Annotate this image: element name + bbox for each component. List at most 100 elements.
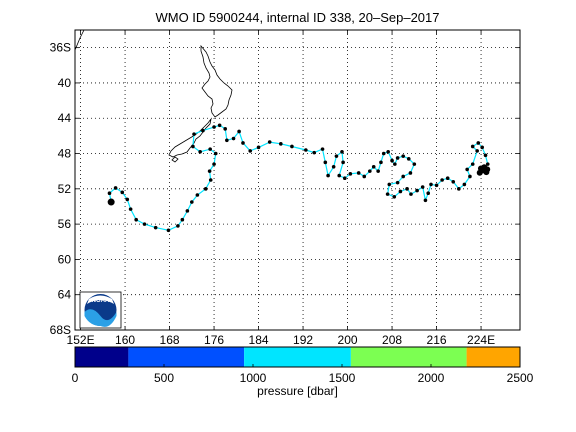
- profile-point: [191, 144, 195, 149]
- profile-point: [190, 200, 194, 204]
- profile-point: [195, 193, 200, 197]
- profile-point: [113, 186, 118, 190]
- profile-point: [192, 132, 196, 136]
- profile-point: [176, 224, 180, 228]
- profile-point: [434, 183, 439, 188]
- lat-tick-label: 48: [58, 147, 72, 161]
- profile-point: [231, 136, 236, 141]
- profile-point: [445, 176, 450, 181]
- profile-point: [180, 217, 185, 222]
- profile-point: [415, 188, 419, 193]
- noaa-logo: NOAA: [79, 291, 122, 329]
- profile-point: [429, 182, 433, 187]
- profile-point: [368, 169, 372, 173]
- profile-point: [462, 182, 467, 187]
- colorbar-bin: [75, 347, 129, 367]
- profile-point: [440, 178, 444, 182]
- pressure-colorbar: [75, 347, 520, 367]
- lat-tick-label: 56: [58, 217, 72, 231]
- profile-point: [290, 144, 294, 149]
- profile-point: [208, 147, 212, 151]
- lon-tick-label: 216: [427, 333, 447, 347]
- profile-point: [371, 164, 376, 169]
- profile-point: [256, 145, 261, 150]
- profile-point: [405, 187, 409, 191]
- profile-point: [331, 164, 336, 169]
- profile-point: [408, 171, 413, 175]
- lon-tick-label: 200: [338, 333, 358, 347]
- profile-point: [451, 179, 456, 184]
- profile-point: [356, 171, 361, 175]
- profile-point: [420, 185, 425, 189]
- new-zealand-coastline: [168, 44, 233, 163]
- profile-point: [480, 145, 484, 150]
- profile-point: [475, 149, 479, 153]
- profile-point: [412, 162, 417, 166]
- profile-point: [248, 149, 253, 153]
- profile-point: [241, 141, 245, 145]
- profile-point: [237, 129, 241, 134]
- profile-point: [393, 162, 397, 166]
- profile-point: [217, 123, 222, 128]
- profile-point: [392, 194, 397, 199]
- profile-point: [337, 173, 342, 178]
- lat-tick-label: 60: [58, 252, 72, 266]
- profile-point: [304, 148, 308, 152]
- profile-point: [267, 140, 272, 144]
- profile-point: [201, 128, 205, 133]
- map-title: WMO ID 5900244, internal ID 338, 20–Sep–…: [155, 10, 440, 25]
- profile-point: [406, 157, 411, 161]
- profile-point: [470, 162, 475, 166]
- lon-tick-label: 184: [249, 333, 269, 347]
- latitude-tick-labels: 36S 40 44 48 52 56 60 64 68S: [50, 41, 72, 337]
- longitude-tick-labels: 152E 160 168 176 184 192 200 208 216 224E: [67, 333, 496, 347]
- deployment-marker: [107, 198, 115, 206]
- profile-point: [401, 174, 405, 179]
- cluster-point: [477, 165, 484, 172]
- profile-point: [409, 192, 413, 196]
- map-axes-background: [75, 30, 520, 330]
- profile-point: [465, 167, 469, 172]
- profile-point: [381, 151, 386, 156]
- profile-point: [401, 154, 405, 158]
- profile-point: [212, 125, 216, 129]
- noaa-logo-text: NOAA: [92, 298, 110, 304]
- lon-tick-label: 152E: [67, 333, 95, 347]
- profile-point: [166, 228, 171, 233]
- profile-point: [326, 173, 330, 178]
- profile-point: [395, 180, 400, 185]
- colorbar-bin: [466, 347, 520, 367]
- profile-point: [483, 153, 488, 158]
- profile-point: [279, 142, 283, 146]
- profile-point: [203, 187, 208, 191]
- profile-point: [128, 207, 133, 211]
- australia-coast-edge: [74, 29, 85, 51]
- profile-point: [485, 162, 490, 166]
- colorbar-frame: [74, 346, 521, 368]
- profile-point: [107, 191, 112, 196]
- profile-point: [386, 149, 390, 154]
- colorbar-tick-labels: 0 500 1000 1500 2000 2500: [72, 364, 534, 385]
- colorbar-bin: [128, 347, 245, 367]
- colorbar-tick-label: 1000: [240, 371, 267, 385]
- lat-tick-label: 40: [58, 76, 72, 90]
- colorbar-tick-label: 2000: [418, 371, 445, 385]
- profile-point: [457, 187, 461, 191]
- colorbar-bin: [244, 347, 351, 367]
- profile-point: [376, 169, 380, 173]
- lat-tick-label: 64: [58, 288, 72, 302]
- profile-point: [134, 217, 138, 222]
- profile-point: [125, 197, 130, 202]
- lat-tick-label: 68S: [50, 323, 71, 337]
- profile-point: [426, 191, 431, 196]
- profile-point: [225, 138, 229, 143]
- profile-point: [185, 209, 190, 213]
- profile-point: [208, 178, 213, 182]
- profile-point: [342, 176, 347, 181]
- profile-point: [142, 222, 147, 226]
- profile-point: [120, 190, 125, 195]
- colorbar-tick-label: 2500: [507, 371, 534, 385]
- lat-tick-label: 36S: [50, 41, 71, 55]
- profile-point: [212, 162, 216, 166]
